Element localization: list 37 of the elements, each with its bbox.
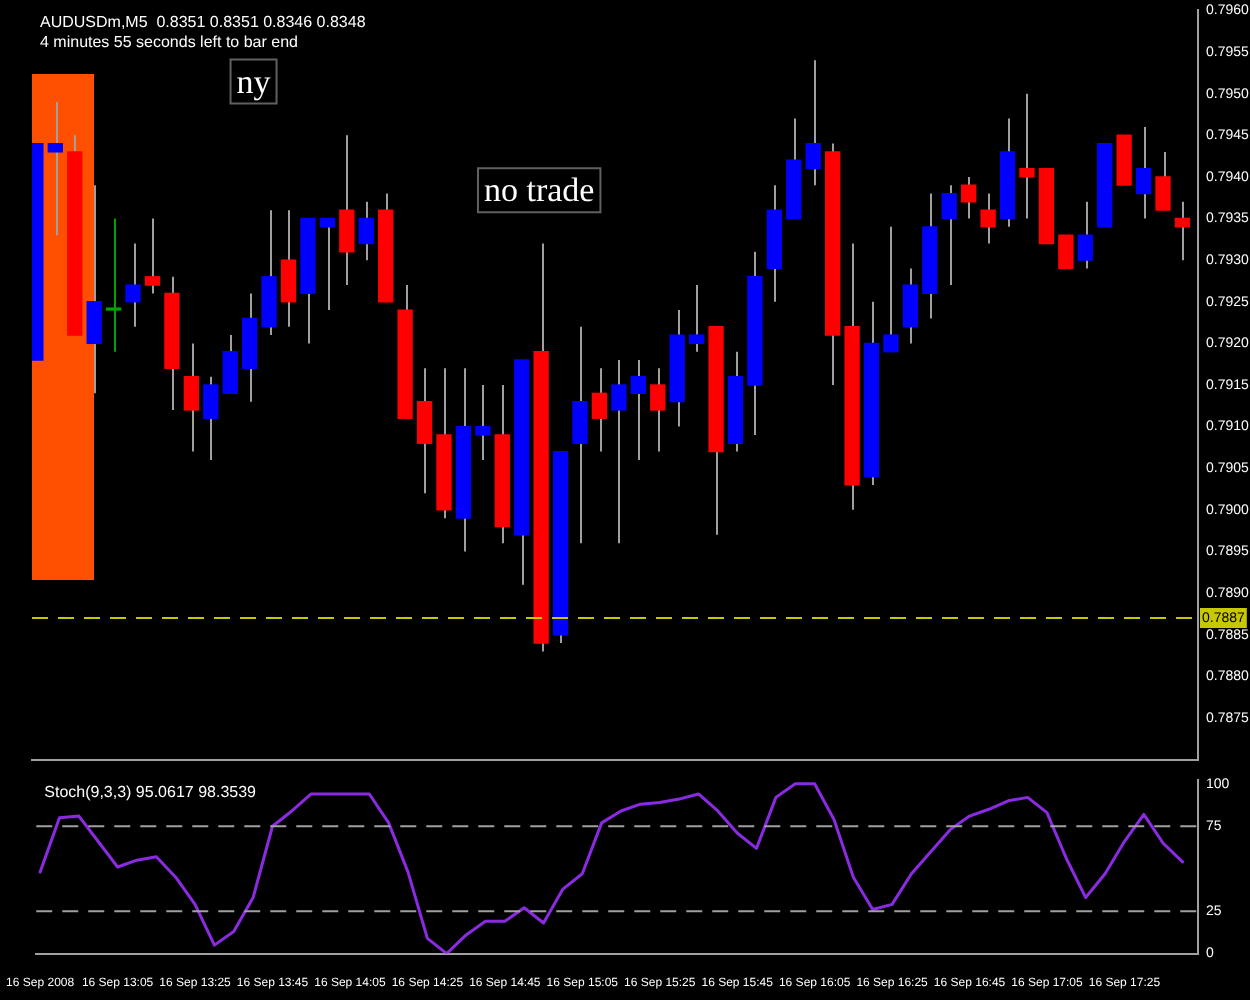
candlestick bbox=[1155, 150, 1171, 212]
candlestick bbox=[1174, 200, 1191, 262]
candlestick bbox=[572, 325, 588, 545]
candlestick bbox=[125, 242, 141, 328]
candlestick bbox=[319, 217, 336, 312]
candlestick bbox=[144, 217, 161, 295]
candlestick bbox=[1135, 125, 1152, 220]
candlestick bbox=[475, 384, 491, 461]
candlestick bbox=[183, 342, 200, 453]
candlestick bbox=[1058, 234, 1074, 270]
candlestick bbox=[358, 200, 374, 262]
candlestick bbox=[591, 367, 608, 453]
candlestick bbox=[86, 184, 102, 395]
candlestick bbox=[203, 375, 219, 461]
chart-title: AUDUSDm,M5 0.8351 0.8351 0.8346 0.8348 bbox=[40, 12, 367, 31]
candlestick bbox=[650, 367, 666, 453]
candlestick bbox=[980, 192, 996, 245]
candlestick bbox=[688, 284, 705, 353]
candlestick bbox=[611, 359, 627, 545]
annotation: no trade bbox=[483, 171, 595, 210]
candlestick bbox=[222, 334, 238, 395]
annotation: ny bbox=[236, 62, 272, 101]
candlestick bbox=[902, 267, 919, 345]
candlestick bbox=[105, 217, 122, 353]
candlestick bbox=[47, 100, 63, 237]
candlestick bbox=[961, 175, 977, 220]
candlestick bbox=[416, 367, 433, 495]
candlestick bbox=[280, 209, 297, 328]
chart-title: Stoch(9,3,3) 95.0617 98.3539 bbox=[44, 782, 258, 801]
candlestick bbox=[805, 59, 821, 187]
candlestick bbox=[1019, 92, 1035, 220]
candlestick bbox=[941, 184, 957, 287]
candlestick bbox=[630, 359, 646, 461]
text: 4 minutes 55 seconds left to bar end bbox=[40, 32, 298, 51]
candlestick bbox=[1077, 200, 1093, 270]
candlestick bbox=[883, 225, 899, 353]
candlestick bbox=[339, 134, 355, 287]
